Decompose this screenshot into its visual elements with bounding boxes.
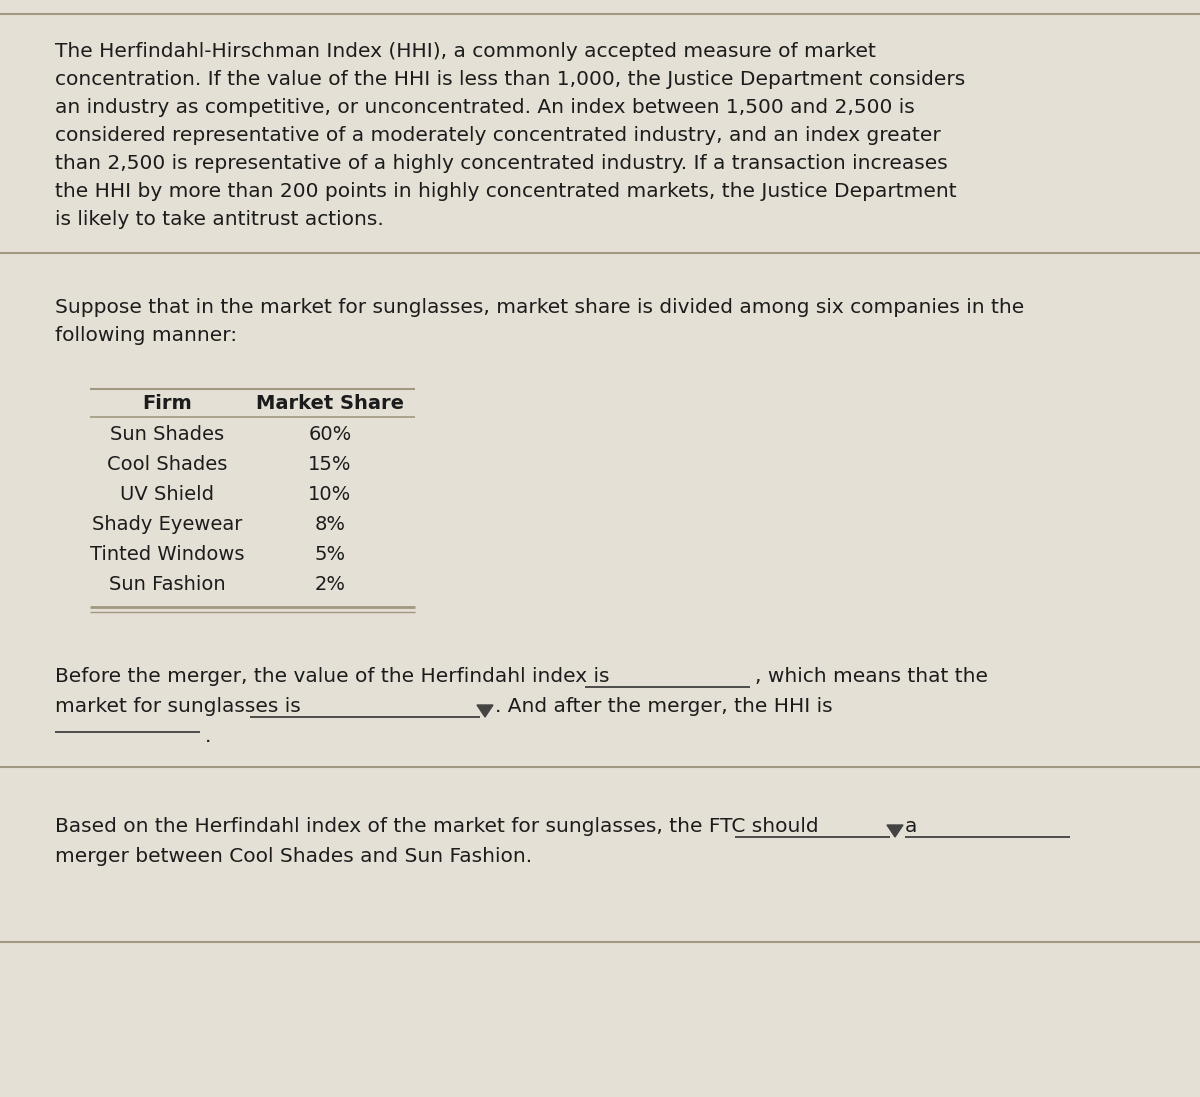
Text: The Herfindahl-Hirschman Index (HHI), a commonly accepted measure of market: The Herfindahl-Hirschman Index (HHI), a … bbox=[55, 42, 876, 61]
Text: 2%: 2% bbox=[314, 575, 346, 593]
Text: Sun Fashion: Sun Fashion bbox=[109, 575, 226, 593]
Text: Tinted Windows: Tinted Windows bbox=[90, 545, 245, 564]
Text: Cool Shades: Cool Shades bbox=[107, 455, 228, 474]
Text: following manner:: following manner: bbox=[55, 326, 238, 344]
Text: UV Shield: UV Shield bbox=[120, 485, 215, 504]
Text: 10%: 10% bbox=[308, 485, 352, 504]
Text: 8%: 8% bbox=[314, 514, 346, 534]
Text: .: . bbox=[205, 727, 211, 746]
Text: 15%: 15% bbox=[308, 455, 352, 474]
Text: market for sunglasses is: market for sunglasses is bbox=[55, 697, 301, 716]
Polygon shape bbox=[478, 705, 493, 717]
Text: concentration. If the value of the HHI is less than 1,000, the Justice Departmen: concentration. If the value of the HHI i… bbox=[55, 70, 965, 89]
Text: than 2,500 is representative of a highly concentrated industry. If a transaction: than 2,500 is representative of a highly… bbox=[55, 154, 948, 173]
Text: Shady Eyewear: Shady Eyewear bbox=[92, 514, 242, 534]
Text: Firm: Firm bbox=[143, 394, 192, 412]
Text: Based on the Herfindahl index of the market for sunglasses, the FTC should: Based on the Herfindahl index of the mar… bbox=[55, 817, 818, 836]
Text: 60%: 60% bbox=[308, 425, 352, 444]
Text: a: a bbox=[905, 817, 917, 836]
Text: an industry as competitive, or unconcentrated. An index between 1,500 and 2,500 : an industry as competitive, or unconcent… bbox=[55, 98, 914, 117]
Text: considered representative of a moderately concentrated industry, and an index gr: considered representative of a moderatel… bbox=[55, 126, 941, 145]
Text: Market Share: Market Share bbox=[256, 394, 404, 412]
Text: Suppose that in the market for sunglasses, market share is divided among six com: Suppose that in the market for sunglasse… bbox=[55, 298, 1025, 317]
Text: merger between Cool Shades and Sun Fashion.: merger between Cool Shades and Sun Fashi… bbox=[55, 847, 532, 866]
Text: Sun Shades: Sun Shades bbox=[110, 425, 224, 444]
Text: . And after the merger, the HHI is: . And after the merger, the HHI is bbox=[496, 697, 833, 716]
Text: the HHI by more than 200 points in highly concentrated markets, the Justice Depa: the HHI by more than 200 points in highl… bbox=[55, 182, 956, 201]
Text: , which means that the: , which means that the bbox=[755, 667, 988, 686]
Text: Before the merger, the value of the Herfindahl index is: Before the merger, the value of the Herf… bbox=[55, 667, 610, 686]
Text: is likely to take antitrust actions.: is likely to take antitrust actions. bbox=[55, 210, 384, 229]
Polygon shape bbox=[887, 825, 904, 837]
Text: 5%: 5% bbox=[314, 545, 346, 564]
